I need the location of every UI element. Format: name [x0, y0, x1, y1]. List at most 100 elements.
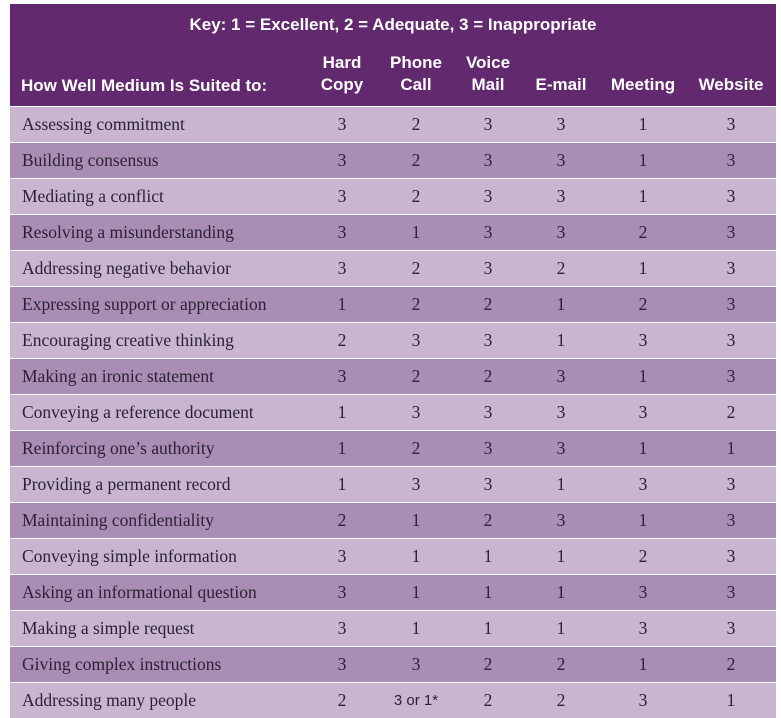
row-divider	[10, 250, 776, 251]
cell-hard-copy: 1	[337, 438, 347, 458]
column-header-line2: Meeting	[610, 75, 676, 94]
cell-voice-mail: 3	[483, 258, 493, 278]
column-header-line2: Website	[698, 75, 764, 94]
column-header-line2: E-mail	[535, 75, 587, 94]
cell-hard-copy: 2	[337, 330, 347, 350]
cell-website: 3	[726, 510, 736, 530]
table-body: Assessing commitment 3 2 3 3 1 3 Building conse…	[10, 106, 776, 718]
cell-meeting: 3	[638, 618, 648, 638]
cell-website: 3	[726, 474, 736, 494]
cell-e-mail: 1	[556, 474, 566, 494]
cell-meeting: 1	[638, 366, 648, 386]
table-row: Making an ironic statement 3 2 2 3 1 3	[10, 359, 776, 394]
row-divider	[10, 646, 776, 647]
row-header-label: How Well Medium Is Suited to:	[21, 76, 268, 95]
column-header-line2: Mail	[471, 75, 505, 94]
cell-hard-copy: 3	[337, 366, 347, 386]
column-header-line1	[611, 52, 675, 74]
cell-voice-mail: 1	[483, 618, 493, 638]
row-label: Making an ironic statement	[22, 366, 214, 386]
cell-phone-call: 1	[411, 582, 421, 602]
cell-hard-copy: 1	[337, 294, 347, 314]
cell-phone-call: 1	[411, 618, 421, 638]
cell-voice-mail: 3	[483, 186, 493, 206]
cell-hard-copy: 3	[337, 186, 347, 206]
row-label: Expressing support or appreciation	[22, 294, 267, 314]
table-row: Resolving a misunderstanding 3 1 3 3 2 3	[10, 215, 776, 250]
cell-e-mail: 3	[556, 366, 566, 386]
cell-voice-mail: 3	[483, 474, 493, 494]
row-divider	[10, 178, 776, 179]
cell-phone-call: 1	[411, 510, 421, 530]
cell-hard-copy: 3	[337, 222, 347, 242]
cell-phone-call: 1	[411, 546, 421, 566]
cell-meeting: 3	[638, 474, 648, 494]
cell-hard-copy: 3	[337, 150, 347, 170]
row-divider	[10, 502, 776, 503]
key-legend: Key: 1 = Excellent, 2 = Adequate, 3 = In…	[189, 15, 597, 34]
column-header-line2: Copy	[320, 75, 364, 94]
row-label: Assessing commitment	[22, 114, 185, 134]
row-divider	[10, 358, 776, 359]
cell-meeting: 2	[638, 294, 648, 314]
cell-voice-mail: 3	[483, 438, 493, 458]
row-divider	[10, 286, 776, 287]
row-divider	[10, 322, 776, 323]
cell-voice-mail: 2	[483, 366, 493, 386]
cell-meeting: 3	[638, 582, 648, 602]
row-divider	[10, 106, 776, 107]
cell-phone-call: 2	[411, 114, 421, 134]
cell-voice-mail: 1	[483, 546, 493, 566]
cell-website: 3	[726, 330, 736, 350]
row-divider	[10, 142, 776, 143]
cell-meeting: 1	[638, 258, 648, 278]
table-row: Asking an informational question 3 1 1 1 3 3	[10, 575, 776, 610]
row-divider	[10, 682, 776, 683]
cell-website: 2	[726, 654, 736, 674]
row-divider	[10, 538, 776, 539]
cell-website: 3	[726, 546, 736, 566]
cell-meeting: 1	[638, 150, 648, 170]
table-row: Conveying simple information 3 1 1 1 2 3	[10, 539, 776, 574]
cell-meeting: 1	[638, 510, 648, 530]
cell-hard-copy: 3	[337, 114, 347, 134]
cell-phone-call: 3	[411, 402, 421, 422]
cell-hard-copy: 1	[337, 402, 347, 422]
table-row: Reinforcing one’s authority 1 2 3 3 1 1	[10, 431, 776, 466]
row-label: Providing a permanent record	[22, 474, 231, 494]
table-row: Maintaining confidentiality 2 1 2 3 1 3	[10, 503, 776, 538]
row-label: Encouraging creative thinking	[22, 330, 234, 350]
cell-voice-mail: 2	[483, 294, 493, 314]
cell-phone-call: 3	[411, 330, 421, 350]
cell-phone-call: 2	[411, 186, 421, 206]
cell-meeting: 1	[638, 654, 648, 674]
column-header-meeting: Meeting	[611, 52, 675, 96]
row-label: Building consensus	[22, 150, 159, 170]
cell-meeting: 2	[638, 222, 648, 242]
cell-e-mail: 2	[556, 690, 566, 710]
cell-hard-copy: 3	[337, 258, 347, 278]
row-label: Conveying simple information	[22, 546, 237, 566]
cell-website: 2	[726, 402, 736, 422]
cell-phone-call: 3 or 1*	[393, 692, 439, 709]
row-label: Reinforcing one’s authority	[22, 438, 215, 458]
cell-meeting: 1	[638, 186, 648, 206]
cell-e-mail: 3	[556, 438, 566, 458]
table-row: Mediating a conflict 3 2 3 3 1 3	[10, 179, 776, 214]
cell-phone-call: 3	[411, 474, 421, 494]
row-label: Maintaining confidentiality	[22, 510, 214, 530]
column-header-row: How Well Medium Is Suited to: Hard Copy Ph…	[10, 46, 776, 106]
cell-phone-call: 2	[411, 438, 421, 458]
row-label: Asking an informational question	[22, 582, 257, 602]
cell-meeting: 1	[638, 114, 648, 134]
cell-hard-copy: 1	[337, 474, 347, 494]
table-header: Key: 1 = Excellent, 2 = Adequate, 3 = In…	[10, 4, 776, 106]
table-row: Assessing commitment 3 2 3 3 1 3	[10, 107, 776, 142]
table-row: Conveying a reference document 1 3 3 3 3 2	[10, 395, 776, 430]
row-label: Making a simple request	[22, 618, 195, 638]
row-divider	[10, 574, 776, 575]
column-header-line1	[699, 52, 764, 74]
cell-meeting: 2	[638, 546, 648, 566]
table-row: Making a simple request 3 1 1 1 3 3	[10, 611, 776, 646]
cell-hard-copy: 3	[337, 582, 347, 602]
